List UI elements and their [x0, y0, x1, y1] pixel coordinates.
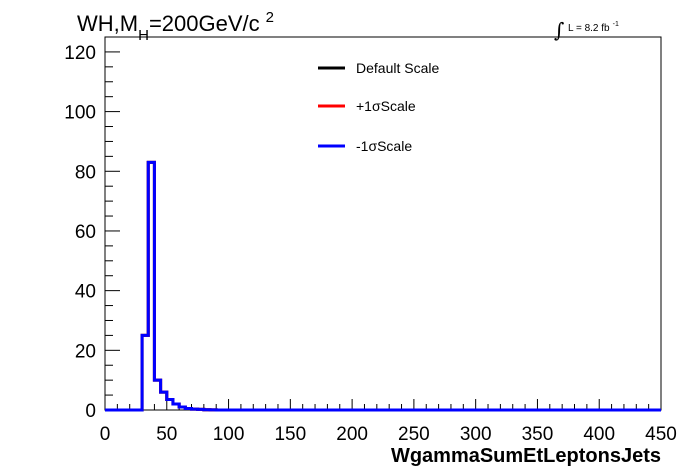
y-tick-label: 100 [64, 103, 96, 124]
plot-frame [104, 36, 662, 411]
x-tick-label: 100 [213, 424, 245, 445]
series-plus-sigma-line [105, 160, 661, 412]
series-layer [105, 160, 661, 412]
chart-title: WH,MH=200GeV/c 2 [77, 9, 274, 44]
chart-title-prefix: WH,M [77, 11, 138, 36]
lumi-label: L = 8.2 fb -1 [568, 21, 619, 34]
x-tick-label: 0 [100, 424, 111, 445]
x-tick-label: 400 [583, 424, 615, 445]
legend-label: Default Scale [356, 60, 439, 76]
legend-label: -1σScale [356, 138, 412, 154]
lumi-integral-symbol: ∫ [554, 18, 564, 42]
series-minus-sigma-line [105, 160, 661, 412]
y-tick-label: 80 [75, 162, 96, 183]
x-tick-label: 350 [522, 424, 554, 445]
x-tick-label: 300 [460, 424, 492, 445]
legend-label: +1σScale [356, 98, 416, 114]
axis-tick-labels: 0 50 100 150 200 250 300 350 400 450 0 20 40 60 80 100 1… [64, 43, 677, 445]
chart-title-subscript: H [138, 27, 149, 44]
x-tick-label: 450 [645, 424, 677, 445]
lumi-superscript: -1 [613, 21, 619, 28]
x-tick-label: 250 [398, 424, 430, 445]
y-tick-label: 120 [64, 43, 96, 64]
x-axis-label: WgammaSumEtLeptonsJets [391, 445, 661, 467]
chart-title-suffix: =200GeV/c [149, 11, 260, 36]
chart-title-superscript: 2 [266, 9, 274, 26]
legend: Default Scale +1σScale -1σScale [318, 60, 439, 154]
y-tick-label: 40 [75, 282, 96, 303]
y-tick-label: 0 [85, 401, 96, 422]
series-default-line [105, 160, 661, 412]
y-tick-label: 60 [75, 222, 96, 243]
axis-ticks [104, 36, 662, 411]
x-tick-label: 150 [274, 424, 306, 445]
y-tick-label: 20 [75, 341, 96, 362]
x-tick-label: 50 [156, 424, 177, 445]
lumi-text: L = 8.2 fb [568, 23, 610, 34]
x-tick-label: 200 [336, 424, 368, 445]
